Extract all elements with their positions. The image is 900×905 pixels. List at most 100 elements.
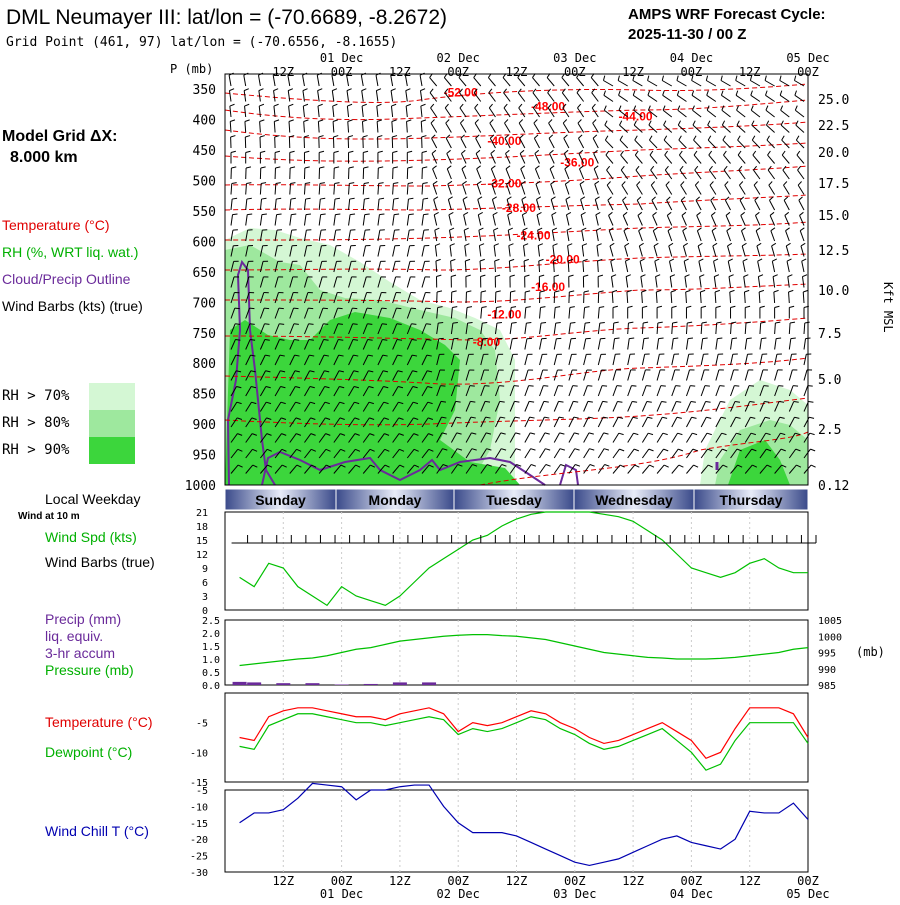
wind-barb	[739, 170, 745, 179]
wind-barb-flag	[599, 291, 604, 292]
wind-barb-flag	[364, 167, 369, 168]
legend-temperature: Temperature (°C)	[2, 217, 110, 233]
wind-barb	[584, 401, 588, 411]
height-tick-label: 25.0	[818, 93, 849, 108]
wind-barb	[636, 170, 642, 179]
wind-barb	[362, 91, 364, 102]
wind-barb	[580, 184, 584, 194]
wind-barb	[701, 323, 702, 334]
wind-barb-flag	[580, 181, 584, 184]
wind-barb	[727, 231, 731, 241]
wind-barb	[745, 370, 748, 381]
wind-barb	[420, 75, 422, 86]
wind-barb	[422, 261, 425, 272]
wind-barb	[620, 140, 628, 148]
wind-barb	[567, 230, 569, 241]
wind-barb	[642, 339, 644, 350]
wind-barb-flag	[348, 136, 353, 137]
wind-barb-flag	[560, 433, 565, 434]
wind-barb	[797, 155, 804, 163]
wind-barb-flag	[465, 259, 470, 261]
wind-barb	[758, 261, 760, 272]
wind-barb	[654, 246, 657, 257]
wind-barb	[581, 199, 584, 210]
wind-barb-flag	[651, 166, 654, 170]
wind-barb-flag	[462, 166, 466, 169]
wind-barb-flag	[767, 136, 770, 140]
wind-barb-flag	[701, 306, 706, 307]
wind-barb	[554, 433, 559, 443]
wind-barb-flag	[560, 449, 565, 450]
precip-label-3: 3-hr accum	[45, 645, 115, 661]
wind-barb	[686, 401, 690, 411]
bottom-hour-label: 00Z	[681, 874, 703, 888]
wind-barb	[540, 354, 543, 365]
wind-barb	[789, 339, 791, 350]
wind-barb	[524, 261, 525, 272]
wind-barb-flag	[694, 136, 697, 140]
wind-barb	[464, 215, 466, 226]
wind-barb	[681, 185, 687, 194]
wind-barb-flag	[588, 401, 593, 402]
wind-barb-flag	[456, 401, 461, 402]
wind-barb	[743, 261, 745, 272]
wind-barb	[802, 277, 804, 288]
wind-barb	[349, 199, 350, 210]
wind-barb-flag	[698, 243, 702, 246]
wind-barb	[422, 230, 424, 241]
wind-barb	[680, 170, 686, 179]
wind-barb-flag	[671, 290, 676, 292]
wind-barb-flag	[727, 228, 731, 231]
wind-barb-flag	[578, 119, 581, 123]
wind-barb-flag	[260, 120, 265, 122]
legend-cloud: Cloud/Precip Outline	[2, 271, 131, 287]
wind-barb-flag	[695, 166, 698, 170]
wind-barb	[229, 75, 231, 86]
wind-barb	[462, 169, 466, 179]
wind-barb-flag	[294, 324, 299, 325]
pressure-tick-label: 650	[193, 266, 216, 281]
wind-barb	[613, 465, 620, 473]
wind-barb-flag	[507, 197, 511, 200]
wind-barb-flag	[789, 290, 794, 292]
wind-barb-flag	[491, 166, 495, 169]
wind-barb-flag	[607, 166, 610, 170]
wind-barb	[789, 370, 792, 381]
wind-barb-flag	[781, 106, 783, 111]
legend-rh: RH (%, WRT liq. wat.)	[2, 244, 138, 260]
wind-barb	[584, 464, 590, 473]
wind-barb	[540, 417, 545, 427]
wind-barb	[686, 339, 688, 350]
wind-barb	[260, 199, 261, 210]
pressure-line	[240, 635, 808, 666]
wind-barb-flag	[559, 401, 564, 402]
wind-barb	[591, 78, 598, 86]
wind-barb-flag	[304, 136, 309, 137]
wind-barb	[669, 261, 671, 272]
wind-barb-flag	[466, 291, 471, 292]
pressure-axis-title: P (mb)	[170, 62, 213, 76]
wind-barb-flag	[618, 76, 619, 81]
wind-barb	[760, 370, 763, 381]
wind-barb-flag	[540, 307, 545, 308]
wind-barb-flag	[715, 290, 720, 292]
isotherm-line	[225, 100, 808, 120]
dewpoint-line	[240, 714, 808, 770]
wind-barb-flag	[245, 136, 250, 137]
wind-barb	[736, 95, 745, 101]
wind-barb	[260, 215, 262, 226]
wind-barb	[333, 122, 334, 133]
wind-barb-flag	[668, 228, 672, 231]
wind-barb	[686, 354, 688, 365]
wind-barb	[634, 125, 642, 132]
wind-barb	[579, 169, 583, 179]
wind-barb	[657, 465, 664, 473]
wind-barb	[603, 81, 613, 87]
wind-barb	[361, 75, 363, 86]
wind-barb	[766, 110, 775, 117]
wind-barb-flag	[702, 322, 707, 323]
wind-barb	[569, 339, 571, 350]
wind-barb	[565, 184, 569, 194]
wind-barb	[231, 199, 232, 210]
wind-barb-flag	[647, 401, 652, 402]
